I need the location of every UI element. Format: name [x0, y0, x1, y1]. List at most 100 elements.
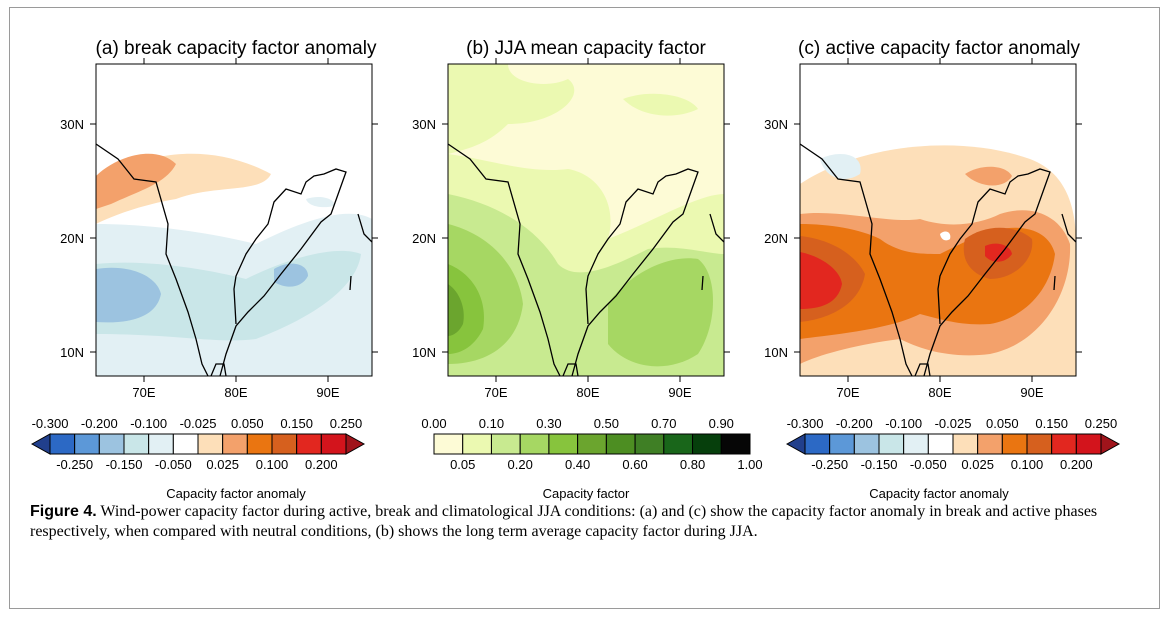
- colorbar-tick-label: -0.150: [106, 457, 143, 472]
- colorbar-box: [296, 433, 322, 455]
- colorbar-left-arrow: [785, 433, 806, 455]
- panel-b-colorbar: 0.00 0.10 0.30 0.50 0.70 0.90 0.05 0.20 0.40 0.60…: [421, 416, 762, 472]
- panel-b-lon-90e: 90E: [668, 385, 691, 400]
- figure-caption: Figure 4. Wind-power capacity factor dur…: [30, 502, 1140, 542]
- colorbar-box: [977, 433, 1003, 455]
- colorbar-box: [222, 433, 248, 455]
- colorbar-box: [519, 433, 550, 455]
- colorbar-tick-label: 0.025: [961, 457, 994, 472]
- colorbar-box: [197, 433, 224, 455]
- colorbar-tick-label: -0.200: [836, 416, 873, 431]
- panel-b-map: [442, 58, 730, 382]
- panel-b-lon-80e: 80E: [576, 385, 599, 400]
- colorbar-tick-label: 0.60: [622, 457, 647, 472]
- panel-a-colorbar-label: Capacity factor anomaly: [166, 486, 306, 501]
- panel-a-title: (a) break capacity factor anomaly: [96, 38, 377, 59]
- colorbar-tick-label: -0.050: [910, 457, 947, 472]
- colorbar-tick-label: 0.70: [651, 416, 676, 431]
- colorbar-box: [320, 433, 347, 455]
- panel-a-colorbar: -0.300 -0.200 -0.100 -0.025 0.050 0.150 0.250 -…: [30, 416, 366, 472]
- colorbar-tick-label: 0.05: [450, 457, 475, 472]
- panel-a-lon-90e: 90E: [316, 385, 339, 400]
- panel-c-lon-70e: 70E: [836, 385, 859, 400]
- colorbar-tick-label: 0.40: [565, 457, 590, 472]
- colorbar-tick-label: 0.250: [330, 416, 363, 431]
- colorbar-tick-label: 0.20: [508, 457, 533, 472]
- panel-c-lat-10n: 10N: [764, 345, 788, 360]
- colorbar-right-arrow: [345, 433, 366, 455]
- panel-b-lat-20n: 20N: [412, 231, 436, 246]
- panel-c-lat-20n: 20N: [764, 231, 788, 246]
- colorbar-box: [74, 433, 100, 455]
- colorbar-tick-label: 1.00: [737, 457, 762, 472]
- colorbar-box: [1051, 433, 1077, 455]
- colorbar-box: [548, 433, 579, 455]
- colorbar-box: [952, 433, 979, 455]
- colorbar-box: [927, 433, 954, 455]
- panel-c: (c) active capacity factor anomaly: [764, 38, 1121, 501]
- colorbar-box: [433, 433, 464, 455]
- colorbar-tick-label: 0.200: [1060, 457, 1093, 472]
- colorbar-right-arrow: [1100, 433, 1121, 455]
- panel-b-lon-70e: 70E: [484, 385, 507, 400]
- colorbar-tick-label: -0.300: [787, 416, 824, 431]
- colorbar-tick-label: 0.80: [680, 457, 705, 472]
- colorbar-box: [878, 433, 905, 455]
- colorbar-box: [172, 433, 199, 455]
- colorbar-left-arrow: [30, 433, 51, 455]
- colorbar-box: [663, 433, 694, 455]
- caption-text: Wind-power capacity factor during active…: [30, 503, 1098, 540]
- colorbar-box: [1075, 433, 1102, 455]
- panel-c-lon-90e: 90E: [1020, 385, 1043, 400]
- colorbar-tick-label: -0.100: [885, 416, 922, 431]
- colorbar-tick-label: 0.200: [305, 457, 338, 472]
- colorbar-tick-label: 0.025: [206, 457, 239, 472]
- colorbar-tick-label: -0.050: [155, 457, 192, 472]
- colorbar-box: [577, 433, 607, 455]
- colorbar-tick-label: -0.250: [811, 457, 848, 472]
- colorbar-box: [462, 433, 492, 455]
- colorbar-tick-label: 0.150: [1035, 416, 1068, 431]
- colorbar-tick-label: 0.50: [594, 416, 619, 431]
- panel-c-lat-30n: 30N: [764, 117, 788, 132]
- colorbar-box: [804, 433, 831, 455]
- colorbar-tick-label: 0.100: [1011, 457, 1044, 472]
- colorbar-box: [720, 433, 751, 455]
- colorbar-box: [829, 433, 855, 455]
- panel-a-lat-20n: 20N: [60, 231, 84, 246]
- panel-b-lat-30n: 30N: [412, 117, 436, 132]
- colorbar-tick-label: -0.300: [32, 416, 69, 431]
- panel-b-colorbar-label: Capacity factor: [543, 486, 630, 501]
- colorbar-box: [148, 433, 174, 455]
- colorbar-box: [246, 433, 273, 455]
- panel-a-map: [90, 58, 378, 382]
- colorbar-box: [1026, 433, 1053, 455]
- colorbar-tick-label: 0.90: [709, 416, 734, 431]
- colorbar-box: [605, 433, 636, 455]
- panel-a-lon-80e: 80E: [224, 385, 247, 400]
- colorbar-tick-label: 0.050: [231, 416, 264, 431]
- colorbar-box: [903, 433, 929, 455]
- colorbar-tick-label: -0.100: [130, 416, 167, 431]
- panel-a: (a) break capacity factor anomaly 30N 20…: [30, 38, 378, 501]
- colorbar-tick-label: -0.025: [180, 416, 217, 431]
- colorbar-box: [490, 433, 521, 455]
- colorbar-tick-label: 0.10: [479, 416, 504, 431]
- panel-c-map: [794, 58, 1082, 382]
- colorbar-tick-label: 0.250: [1085, 416, 1118, 431]
- colorbar-box: [634, 433, 665, 455]
- colorbar-box: [1001, 433, 1028, 455]
- colorbar-box: [49, 433, 76, 455]
- panel-c-colorbar-label: Capacity factor anomaly: [869, 486, 1009, 501]
- caption-label: Figure 4.: [30, 503, 97, 520]
- colorbar-tick-label: 0.150: [280, 416, 313, 431]
- panel-a-lat-30n: 30N: [60, 117, 84, 132]
- panel-b-title: (b) JJA mean capacity factor: [466, 38, 706, 59]
- panel-c-title: (c) active capacity factor anomaly: [798, 38, 1080, 59]
- colorbar-tick-label: -0.250: [56, 457, 93, 472]
- colorbar-box: [692, 433, 722, 455]
- colorbar-tick-label: 0.00: [421, 416, 446, 431]
- colorbar-tick-label: -0.200: [81, 416, 118, 431]
- colorbar-tick-label: 0.100: [256, 457, 289, 472]
